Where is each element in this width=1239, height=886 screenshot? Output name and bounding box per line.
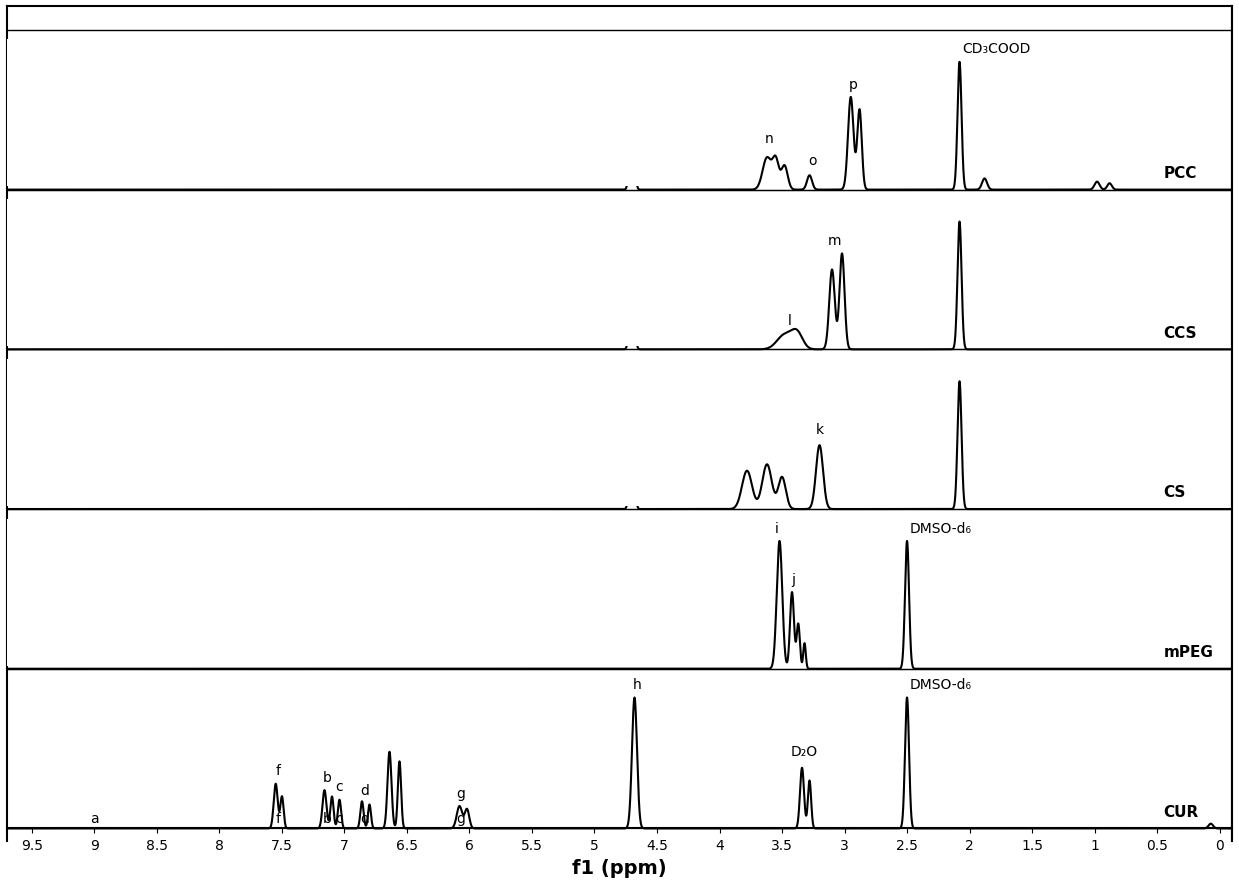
Text: i: i: [776, 521, 779, 535]
Text: CD₃COOD: CD₃COOD: [961, 43, 1031, 57]
Text: DMSO-d₆: DMSO-d₆: [909, 521, 971, 535]
Bar: [7, 360, 695, 506]
Text: l: l: [788, 314, 792, 328]
Text: PCC: PCC: [1163, 166, 1197, 181]
Text: DMSO-d₆: DMSO-d₆: [909, 677, 971, 691]
Text: d: d: [361, 812, 369, 826]
Text: c: c: [336, 780, 343, 794]
Text: g: g: [456, 786, 465, 800]
Text: o: o: [808, 154, 817, 168]
Text: b: b: [322, 812, 331, 826]
Text: k: k: [815, 422, 824, 436]
Text: CS: CS: [1163, 485, 1186, 500]
X-axis label: f1 (ppm): f1 (ppm): [572, 858, 667, 877]
Bar: [7, 41, 695, 187]
Text: b: b: [322, 770, 331, 784]
Text: CCS: CCS: [1163, 325, 1197, 340]
Text: m: m: [828, 234, 841, 248]
Text: n: n: [766, 132, 774, 145]
Text: CUR: CUR: [1163, 804, 1198, 819]
Text: j: j: [792, 572, 795, 586]
Text: c: c: [336, 812, 343, 826]
Bar: [7, 519, 695, 665]
Text: g: g: [456, 812, 465, 826]
Text: p: p: [849, 77, 857, 91]
Text: d: d: [361, 782, 369, 797]
Text: f: f: [276, 764, 281, 777]
Text: a: a: [90, 812, 99, 826]
Text: D₂O: D₂O: [790, 744, 818, 758]
Bar: [7, 200, 695, 346]
Text: mPEG: mPEG: [1163, 644, 1213, 659]
Text: f: f: [276, 812, 281, 826]
Text: h: h: [633, 677, 642, 691]
Text: D₂O: D₂O: [629, 41, 657, 55]
